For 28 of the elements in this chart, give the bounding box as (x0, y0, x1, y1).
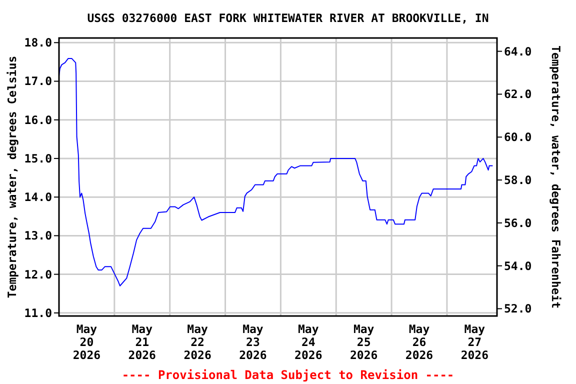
y2-tick-label: 62.0 (504, 87, 532, 102)
y-tick-label: 17.0 (24, 74, 52, 88)
x-tick-label: May 25 2026 (350, 322, 378, 362)
x-tick-label: May 26 2026 (405, 322, 434, 362)
text: ---- Provisional Data Subject to Revision ---- (122, 368, 454, 382)
y2-tick-label: 58.0 (504, 173, 532, 188)
y-tick-label: 13.0 (24, 228, 52, 243)
y-tick-label: 16.0 (24, 112, 52, 127)
y2-tick-label: 60.0 (504, 130, 532, 144)
y2-axis-title: Temperature, water, degrees Fahrenheit (549, 45, 563, 309)
x-tick-label: May 24 2026 (294, 322, 322, 362)
y-tick-label: 14.0 (24, 190, 52, 204)
y-tick-label: 12.0 (24, 267, 52, 282)
y2-tick-label: 52.0 (504, 302, 532, 316)
y-axis-title: Temperature, water, degrees Celsius (5, 56, 19, 298)
x-tick-label: May 23 2026 (239, 322, 267, 362)
y2-tick-label: 54.0 (504, 258, 532, 273)
x-tick-label: May 22 2026 (184, 322, 212, 362)
y2-tick-label: 56.0 (504, 216, 532, 230)
x-tick-label: May 21 2026 (128, 322, 156, 362)
y-tick-label: 18.0 (24, 36, 52, 50)
x-tick-label: May 20 2026 (72, 322, 101, 362)
y-tick-label: 11.0 (24, 306, 52, 320)
chart-title: USGS 03276000 EAST FORK WHITEWATER RIVER AT BROOKVILLE, IN (87, 11, 489, 25)
line-series (59, 58, 494, 286)
x-tick-label: May 27 2026 (460, 322, 489, 362)
y-tick-label: 15.0 (24, 151, 52, 166)
y2-tick-label: 64.0 (504, 44, 532, 58)
